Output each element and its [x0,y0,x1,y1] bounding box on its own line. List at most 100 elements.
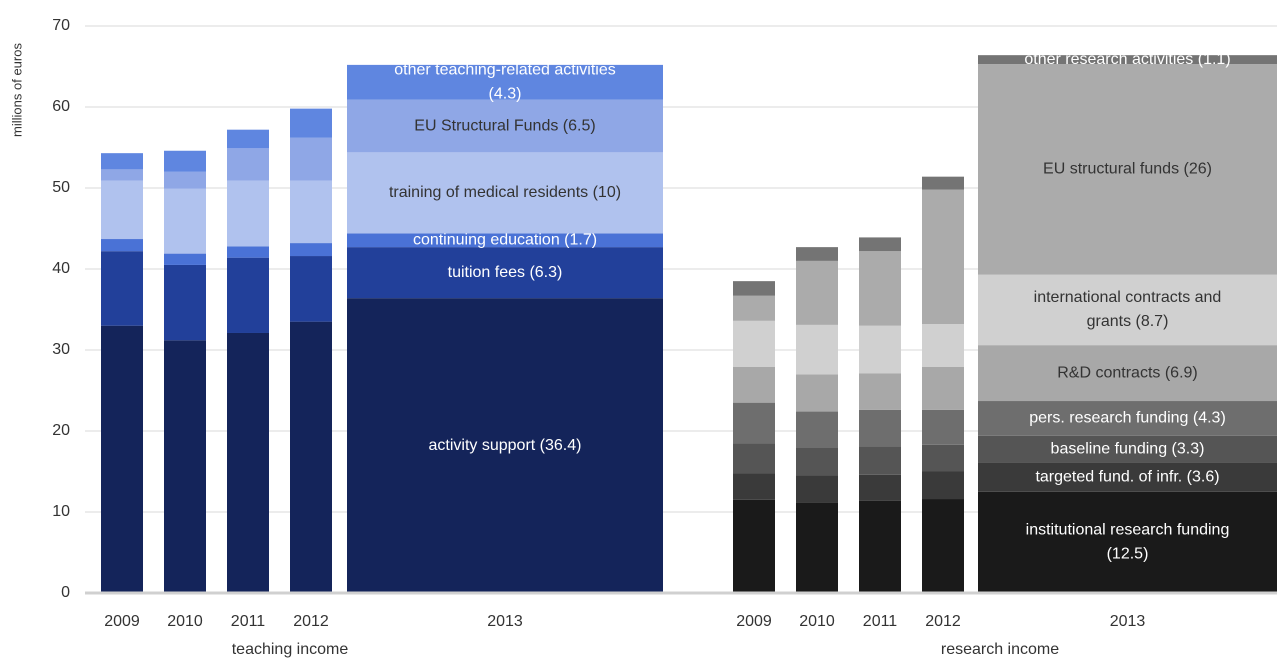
bar-segment [347,152,663,234]
bar-segment [859,500,901,593]
bar-segment [227,148,269,181]
bar-segment [796,374,838,412]
bar-segment [290,180,332,244]
data-label: tuition fees (6.3) [448,264,563,281]
bar-segment [978,435,1277,463]
bar-segment [796,411,838,448]
bar-segment [101,239,143,252]
bar-segment [733,402,775,444]
bar-segment [101,180,143,240]
bar-segment [164,253,206,265]
bar-segment [164,264,206,341]
y-tick-label: 40 [52,260,70,277]
bar-segment [733,443,775,474]
bar-segment [290,256,332,322]
bar-segment [859,474,901,501]
bar-segment [733,281,775,296]
x-tick-label: 2012 [925,613,961,630]
y-tick-label: 20 [52,422,70,439]
data-label: training of medical residents (10) [389,184,621,201]
bar-segment [978,64,1277,275]
y-axis-label: millions of euros [9,43,24,137]
bar-segment [227,180,269,247]
bar-segment [101,169,143,181]
bar-segment [978,462,1277,492]
bar-segment [290,108,332,138]
bar-segment [733,499,775,593]
data-label: baseline funding (3.3) [1051,440,1205,457]
bar-segment [227,246,269,258]
bar-segment [733,473,775,500]
bar-segment [922,367,964,410]
bar-segment [859,446,901,475]
group-label: teaching income [232,641,349,658]
bar-segment [978,274,1277,346]
bar-segment [978,55,1277,65]
x-tick-label: 2011 [231,613,266,630]
bar-segment [164,188,206,254]
bar-segment [859,237,901,252]
bar-segment [101,153,143,170]
x-tick-label: 2010 [167,613,203,630]
data-label: targeted fund. of infr. (3.6) [1035,468,1219,485]
x-tick-label: 2012 [293,613,329,630]
data-label: EU Structural Funds (6.5) [414,117,595,134]
bar-segment [922,471,964,500]
data-label: international contracts and grants (8.7) [1034,289,1222,330]
bar-segment [922,324,964,368]
bar-segment [859,373,901,410]
data-label: continuing education (1.7) [413,231,597,248]
bar-segment [347,298,663,593]
y-tick-label: 10 [52,503,70,520]
bar-segment [796,260,838,325]
bar-segment [796,475,838,503]
bar-segment [796,447,838,476]
data-label: other teaching-related activities (4.3) [394,62,615,103]
bar-segment [922,409,964,445]
bar-segment [733,367,775,403]
bar-segment [347,233,663,248]
bar-segment [978,491,1277,593]
group-label: research income [941,641,1059,658]
bar-segment [164,150,206,172]
data-label: pers. research funding (4.3) [1029,410,1226,427]
bar-segment [347,99,663,153]
x-tick-label: 2010 [799,613,835,630]
bar-segment [922,499,964,593]
bar-segment [227,332,269,593]
bar-segment [227,129,269,149]
bar-segment [859,251,901,326]
bar-segment [164,340,206,593]
data-label: institutional research funding (12.5) [1026,522,1230,563]
bar-segment [347,64,663,100]
bar-segment [859,325,901,374]
bar-segment [978,401,1277,436]
y-tick-label: 60 [52,98,70,115]
bar-segment [290,137,332,181]
data-label: other research activities (1.1) [1024,51,1230,68]
data-label: activity support (36.4) [429,437,582,454]
bar-segment [227,257,269,333]
bar-segment [101,251,143,326]
bar-segment [922,176,964,190]
bar-segment [796,502,838,593]
data-label: R&D contracts (6.9) [1057,364,1197,381]
bar-segment [859,409,901,447]
bar-segment [922,444,964,472]
bar-segment [796,324,838,375]
y-tick-label: 30 [52,341,70,358]
bar-segment [796,247,838,261]
bar-segment [347,247,663,299]
bar-segment [978,345,1277,402]
bar-segment [164,171,206,189]
x-tick-label: 2011 [863,613,898,630]
bar-segment [733,320,775,368]
bar-segment [922,189,964,325]
x-tick-label: 2013 [1110,613,1146,630]
bar-segment [733,295,775,321]
y-tick-label: 70 [52,17,70,34]
x-tick-label: 2009 [736,613,772,630]
data-label: EU structural funds (26) [1043,161,1212,178]
bar-segment [290,321,332,593]
